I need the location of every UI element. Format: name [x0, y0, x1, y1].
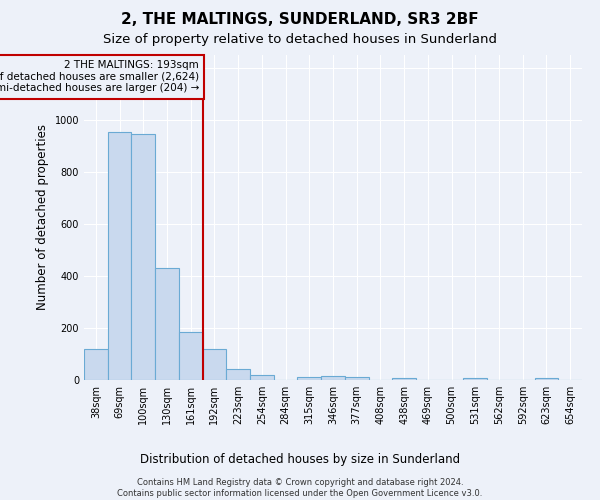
Bar [108, 132, 131, 380]
Text: 2 THE MALTINGS: 193sqm
← 93% of detached houses are smaller (2,624)
7% of semi-d: 2 THE MALTINGS: 193sqm ← 93% of detached… [0, 60, 199, 94]
Text: Distribution of detached houses by size in Sunderland: Distribution of detached houses by size … [140, 452, 460, 466]
Bar [345, 378, 368, 380]
Bar [84, 349, 108, 380]
Bar [321, 376, 345, 380]
Bar [203, 349, 226, 380]
Bar [392, 378, 416, 380]
Bar [226, 369, 250, 380]
Bar [250, 375, 274, 380]
Text: Size of property relative to detached houses in Sunderland: Size of property relative to detached ho… [103, 32, 497, 46]
Bar [463, 378, 487, 380]
Bar [298, 376, 321, 380]
Bar [155, 268, 179, 380]
Text: Contains HM Land Registry data © Crown copyright and database right 2024.
Contai: Contains HM Land Registry data © Crown c… [118, 478, 482, 498]
Bar [535, 378, 558, 380]
Bar [131, 134, 155, 380]
Bar [179, 332, 203, 380]
Text: 2, THE MALTINGS, SUNDERLAND, SR3 2BF: 2, THE MALTINGS, SUNDERLAND, SR3 2BF [121, 12, 479, 28]
Y-axis label: Number of detached properties: Number of detached properties [36, 124, 49, 310]
